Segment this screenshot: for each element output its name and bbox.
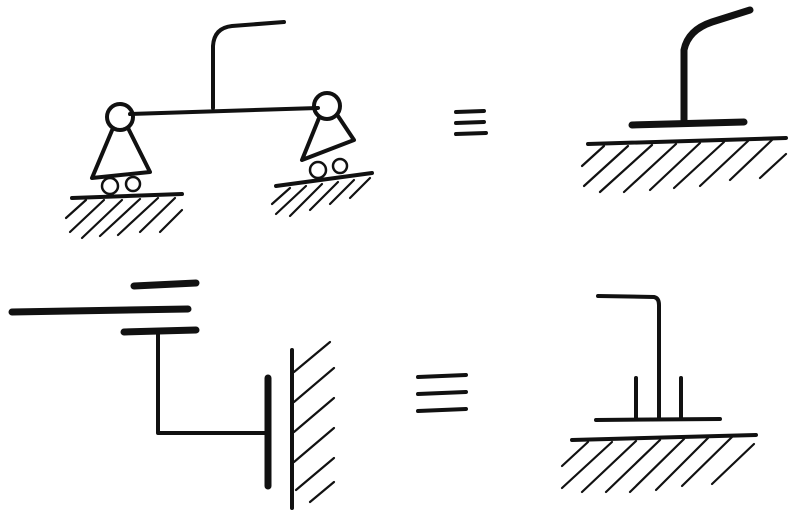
top-right-ground-line	[586, 136, 788, 146]
top-right-figure	[580, 6, 788, 194]
top-left-post	[211, 20, 286, 110]
top-left-beam	[128, 106, 320, 116]
bottom-right-post	[596, 294, 661, 420]
upper-guide-bar	[130, 279, 200, 290]
left-roller-2	[124, 175, 142, 193]
bottom-equals-sign	[416, 373, 468, 413]
top-equals-sign	[454, 109, 488, 136]
left-roller-1	[100, 176, 120, 196]
bottom-right-ground-hatch	[560, 435, 756, 494]
top-right-clamp-plate	[628, 118, 748, 129]
slider-arm	[156, 330, 270, 435]
wall-hatch	[292, 340, 336, 504]
bottom-left-figure	[8, 279, 336, 510]
long-guide-rod	[8, 305, 192, 316]
top-right-post	[680, 6, 754, 124]
bottom-right-base-plate	[594, 417, 722, 422]
lower-guide-bar	[120, 326, 200, 336]
left-ground-hatch	[64, 196, 184, 240]
right-support-triangle	[300, 114, 356, 162]
right-roller-2	[331, 157, 349, 175]
right-ground-hatch	[270, 176, 372, 218]
left-roller-support	[64, 102, 184, 240]
top-right-ground-hatch	[580, 138, 788, 194]
right-pin	[312, 91, 342, 121]
left-ground-line	[70, 192, 184, 200]
right-roller-support	[270, 91, 374, 218]
right-roller-1	[308, 160, 328, 180]
bottom-right-ground-line	[570, 433, 758, 442]
left-pin	[105, 102, 135, 132]
right-ground-line	[274, 171, 374, 188]
bottom-right-figure	[560, 294, 758, 494]
left-support-triangle	[90, 126, 152, 180]
top-left-figure	[64, 20, 374, 240]
